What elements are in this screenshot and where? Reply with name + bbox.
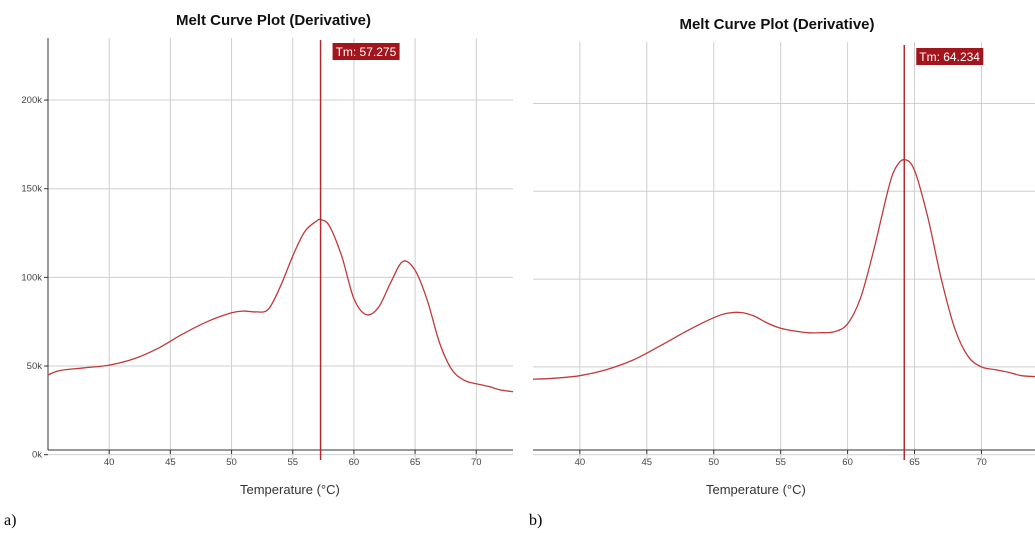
tm-label-box: [332, 43, 400, 60]
tm-label: Tm: 64.234: [919, 50, 980, 64]
panel-label: a): [4, 512, 17, 529]
melt-curve-line: [532, 159, 1035, 380]
x-tick-label: 50: [708, 457, 719, 468]
x-tick-label: 45: [641, 457, 652, 468]
chart-plot-area: 40 45 50 55 60 65 70 0k 50k 100k 150k 200k Tm: 57.27…: [21, 38, 514, 468]
x-tick-label: 65: [909, 457, 920, 468]
y-tick-label: 100k: [21, 272, 42, 283]
panel-label: b): [529, 512, 543, 529]
tm-label: Tm: 57.275: [336, 45, 397, 59]
tm-label-box: [916, 48, 984, 65]
x-tick-label: 45: [165, 457, 176, 468]
x-tick-label: 55: [775, 457, 786, 468]
chart-title: Melt Curve Plot (Derivative): [175, 12, 372, 29]
x-axis-label: Temperature (°C): [240, 482, 340, 497]
x-tick-label: 55: [287, 457, 298, 468]
y-tick-label: 200k: [21, 95, 42, 106]
x-axis-label: Temperature (°C): [706, 482, 806, 497]
panel-b: Melt Curve Plot (Derivative) 40 45 50 55 60 6…: [519, 0, 1035, 533]
tm-badge: Tm: 64.234: [916, 48, 984, 65]
tm-badge: Tm: 57.275: [332, 43, 400, 60]
y-tick-label: 150k: [21, 184, 42, 195]
chart-title: Melt Curve Plot (Derivative): [679, 16, 875, 33]
x-tick-label: 60: [349, 457, 360, 468]
panel-a: Melt Curve Plot (Derivative) 40 45 50 55 60 6…: [0, 0, 517, 533]
x-tick-label: 70: [471, 457, 482, 468]
x-tick-label: 60: [842, 457, 853, 468]
y-tick-label: 50k: [27, 361, 43, 372]
x-tick-label: 40: [104, 457, 115, 468]
chart-plot-area: 40 45 50 55 60 65 70 Tm: 64.234: [532, 42, 1035, 468]
x-tick-label: 65: [410, 457, 421, 468]
x-tick-label: 70: [976, 457, 987, 468]
x-tick-label: 50: [226, 457, 237, 468]
x-tick-label: 40: [575, 457, 586, 468]
y-tick-label: 0k: [32, 450, 42, 461]
